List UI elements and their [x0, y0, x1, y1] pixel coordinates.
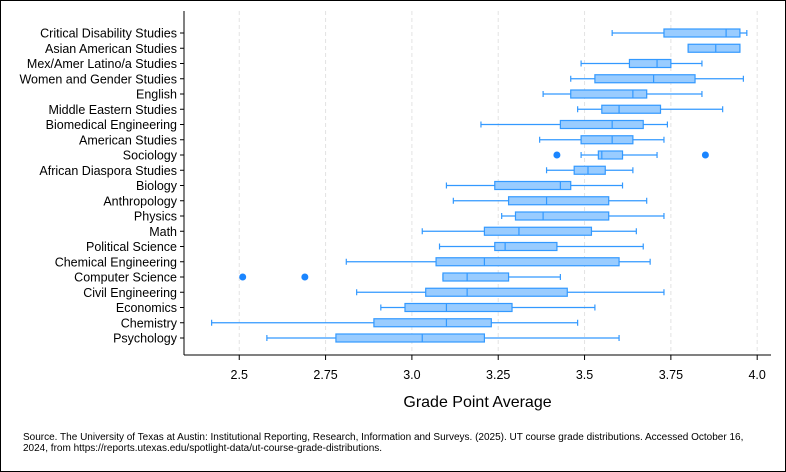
box-asian-american-studies [687, 43, 741, 53]
box-middle-eastern-studies [601, 104, 662, 114]
box-chemistry [373, 318, 492, 328]
box-american-studies [580, 135, 634, 145]
category-label-middle-eastern-studies: Middle Eastern Studies [48, 103, 177, 117]
category-label-economics: Economics [116, 301, 177, 315]
category-label-physics: Physics [134, 210, 177, 224]
category-label-asian-american-studies: Asian American Studies [45, 42, 177, 56]
box-sociology [597, 150, 624, 160]
category-label-chemical-engineering: Chemical Engineering [55, 255, 177, 269]
source-note: Source. The University of Texas at Austi… [23, 432, 744, 454]
category-label-psychology: Psychology [113, 332, 178, 346]
box-anthropology [507, 196, 610, 206]
box-critical-disability-studies [663, 28, 741, 38]
category-label-civil-engineering: Civil Engineering [83, 286, 177, 300]
category-label-biomedical-engineering: Biomedical Engineering [46, 118, 177, 132]
outlier-computer-science-0 [239, 273, 247, 281]
box-biology [494, 180, 572, 191]
category-label-english: English [136, 88, 177, 102]
category-label-math: Math [149, 225, 177, 239]
box-computer-science [442, 272, 510, 282]
category-label-biology: Biology [136, 179, 178, 193]
box-biomedical-engineering [559, 119, 644, 130]
box-mex-amer-latino-a-studies [628, 58, 672, 69]
category-label-mex-amer-latino-a-studies: Mex/Amer Latino/a Studies [27, 57, 177, 71]
x-tick-label-2: 3.0 [403, 368, 420, 382]
x-tick-label-5: 3.75 [659, 368, 683, 382]
x-axis-title: Grade Point Average [403, 394, 551, 411]
box-psychology [335, 333, 486, 343]
category-label-sociology: Sociology [123, 149, 178, 163]
box-chemical-engineering [435, 257, 620, 267]
box-english [570, 89, 648, 99]
category-label-chemistry: Chemistry [121, 316, 178, 330]
box-women-and-gender-studies [594, 74, 696, 84]
category-label-computer-science: Computer Science [74, 271, 177, 285]
category-label-critical-disability-studies: Critical Disability Studies [40, 27, 177, 41]
box-economics [404, 302, 513, 313]
outlier-sociology-1 [701, 151, 709, 159]
category-label-african-diaspora-studies: African Diaspora Studies [39, 164, 177, 178]
category-label-american-studies: American Studies [79, 133, 177, 147]
box-political-science [494, 241, 558, 252]
box-math [483, 226, 593, 236]
outlier-computer-science-1 [301, 273, 309, 281]
box-african-diaspora-studies [573, 165, 606, 175]
category-label-political-science: Political Science [86, 240, 177, 254]
category-label-anthropology: Anthropology [103, 194, 177, 208]
box-physics [514, 211, 610, 221]
x-tick-label-0: 2.5 [231, 368, 248, 382]
category-label-women-and-gender-studies: Women and Gender Studies [19, 72, 177, 86]
x-tick-label-1: 2.75 [313, 368, 337, 382]
outlier-sociology-0 [553, 151, 561, 159]
x-tick-label-4: 3.5 [576, 368, 593, 382]
x-tick-label-6: 4.0 [748, 368, 765, 382]
box-civil-engineering [425, 287, 568, 297]
x-tick-label-3: 3.25 [486, 368, 510, 382]
